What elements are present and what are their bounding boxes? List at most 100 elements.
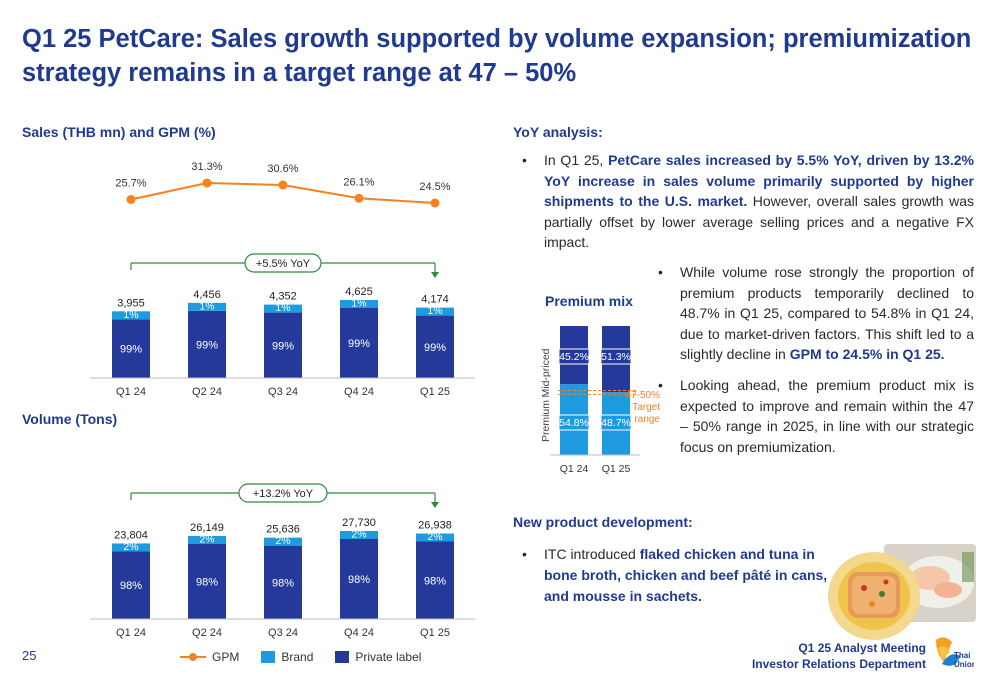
gpm-point: [354, 193, 364, 203]
premium-axis-label: Premium: [540, 400, 552, 442]
growth-pill: [238, 483, 328, 503]
total-value-label: 4,352: [269, 291, 297, 303]
private-label-bar: [340, 539, 378, 619]
yoy-paragraph-3: • Looking ahead, the premium product mix…: [658, 375, 974, 457]
logo-text-union: Union: [954, 660, 974, 669]
gpm-point: [202, 178, 212, 188]
gpm-point: [126, 194, 136, 204]
gpm-line-chart: 25.7% 31.3% 30.6% 26.1% 24.5%: [115, 161, 451, 208]
brand-share-label: 1%: [275, 302, 290, 314]
private-label-swatch-icon: [335, 651, 350, 663]
brand-bar: [416, 307, 454, 316]
private-label-bar: [340, 308, 378, 378]
mid-priced-axis-label: Mid-priced: [540, 348, 552, 397]
bullet-dot-icon: •: [658, 264, 663, 280]
total-value-label: 25,636: [266, 524, 300, 536]
sales-chart-title: Sales (THB mn) and GPM (%): [22, 124, 216, 140]
bullet-dot-icon: •: [522, 152, 527, 168]
mid-priced-label-box: [558, 348, 590, 365]
volume-chart-title: Volume (Tons): [22, 411, 118, 427]
brand-bar: [264, 537, 302, 546]
brand-share-label: 1%: [427, 305, 442, 317]
npd-title: New product development:: [513, 514, 693, 530]
brand-bar: [112, 543, 150, 552]
premium-label-box: [558, 414, 590, 431]
category-label: Q1 24: [116, 627, 146, 639]
mid-priced-share-label: 45.2%: [559, 351, 589, 363]
total-value-label: 3,955: [117, 297, 145, 309]
legend-gpm: GPM: [180, 650, 239, 664]
private-label-bar: [112, 551, 150, 619]
private-label-bar: [188, 544, 226, 619]
gpm-data-label: 25.7%: [115, 177, 146, 189]
target-label-target: Target: [632, 402, 660, 413]
private-label-share-label: 98%: [424, 575, 446, 587]
gpm-point: [430, 198, 440, 208]
premium-mix-bars: 45.2% 54.8% Q1 24 51.3% 48.7% Q1 25 47-50%Targ…: [540, 326, 660, 475]
category-label: Q4 24: [344, 627, 374, 639]
private-label-share-label: 99%: [120, 344, 142, 356]
brand-bar: [264, 304, 302, 313]
premium-mix-title: Premium mix: [545, 293, 633, 309]
footer-line-2: Investor Relations Department: [751, 657, 926, 671]
total-value-label: 23,804: [114, 529, 148, 541]
p1-text-c: However, overall sales growth was partia…: [544, 193, 974, 250]
brand-bar: [188, 536, 226, 545]
page-number: 25: [22, 648, 37, 663]
private-label-bar: [416, 315, 454, 378]
brand-bar: [340, 531, 378, 539]
private-label-share-label: 98%: [120, 580, 142, 592]
total-value-label: 4,625: [345, 286, 373, 298]
private-label-bar: [416, 541, 454, 619]
mid-priced-share-label: 51.3%: [601, 351, 631, 363]
p3-text: Looking ahead, the premium product mix i…: [680, 377, 974, 455]
category-label: Q1 24: [116, 386, 146, 398]
gpm-legend-icon: [180, 653, 206, 661]
mix-category-label: Q1 24: [560, 463, 589, 475]
product-photo: [828, 544, 976, 640]
chart-legend: GPM Brand Private label: [180, 650, 421, 664]
total-value-label: 27,730: [342, 517, 376, 529]
bullet-dot-icon: •: [658, 377, 663, 393]
npd-paragraph: • ITC introduced flaked chicken and tuna…: [522, 544, 844, 607]
category-label: Q3 24: [268, 627, 298, 639]
growth-pill: [244, 253, 322, 273]
sales-bar-chart: 1% 99% 3,955 Q1 24 1% 99% 4,456 Q2 24 1% 99% 4,352…: [90, 253, 475, 398]
total-value-label: 4,174: [421, 294, 449, 306]
private-label-share-label: 98%: [272, 577, 294, 589]
total-value-label: 4,456: [193, 289, 221, 301]
thai-union-logo: Thai Union: [936, 637, 974, 669]
bullet-dot-icon: •: [522, 546, 527, 562]
footer: Q1 25 Analyst Meeting Investor Relations…: [720, 640, 926, 672]
brand-share-label: 2%: [275, 535, 290, 547]
gpm-data-label: 24.5%: [419, 181, 450, 193]
private-label-bar: [112, 319, 150, 378]
yoy-analysis-title: YoY analysis:: [513, 124, 603, 140]
legend-brand-label: Brand: [281, 650, 314, 664]
yoy-paragraph-2: • While volume rose strongly the proport…: [658, 262, 974, 365]
legend-private-label: Private label: [335, 650, 421, 664]
brand-bar: [416, 533, 454, 542]
legend-brand: Brand: [261, 650, 313, 664]
brand-share-label: 1%: [123, 309, 138, 321]
gpm-data-label: 31.3%: [191, 161, 222, 173]
legend-private-label-label: Private label: [355, 650, 422, 664]
p2-text-bold: GPM to 24.5% in Q1 25.: [789, 346, 945, 362]
premium-label-box: [600, 414, 632, 431]
private-label-bar: [264, 545, 302, 619]
mid-priced-label-box: [600, 348, 632, 365]
gpm-data-label: 26.1%: [343, 176, 374, 188]
private-label-share-label: 99%: [424, 342, 446, 354]
p2-text-a: While volume rose strongly the proportio…: [680, 264, 974, 362]
brand-share-label: 2%: [427, 531, 442, 543]
private-label-share-label: 99%: [272, 340, 294, 352]
volume-bar-chart: 2% 98% 23,804 Q1 24 2% 98% 26,149 Q2 24 2% 98% 25,…: [90, 483, 475, 639]
total-value-label: 26,938: [418, 520, 452, 532]
brand-share-label: 2%: [123, 541, 138, 553]
mix-category-label: Q1 25: [602, 463, 631, 475]
private-label-share-label: 99%: [196, 339, 218, 351]
page-title: Q1 25 PetCare: Sales growth supported by…: [22, 25, 972, 87]
growth-arrow-head: [431, 272, 439, 278]
p4-text-bold: flaked chicken and tuna in bone broth, c…: [544, 546, 828, 604]
gpm-point: [278, 180, 288, 190]
